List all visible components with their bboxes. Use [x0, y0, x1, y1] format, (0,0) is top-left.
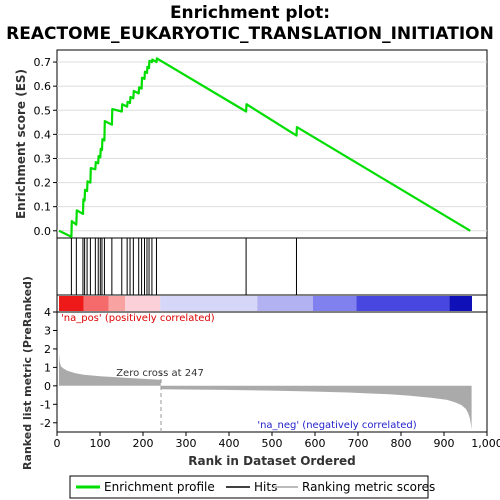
x-tick-label: 700 [348, 437, 369, 450]
x-tick-label: 200 [133, 437, 154, 450]
x-tick-label: 400 [219, 437, 240, 450]
enrichment-panel-frame [56, 49, 488, 239]
chart-title-line1: Enrichment plot: [170, 3, 330, 23]
metric-y-tick-label: 0 [44, 380, 51, 393]
x-axis-label: Rank in Dataset Ordered [188, 454, 355, 468]
x-ticks: 0 100 200 300 400 500 600 700 800 900 1,000 [54, 432, 500, 450]
x-tick-label: 600 [305, 437, 326, 450]
hit-lines [70, 238, 297, 295]
x-tick-label: 800 [391, 437, 412, 450]
heatbar-segment [160, 296, 258, 311]
enrichment-y-tick-label: 0.1 [34, 201, 52, 214]
metric-y-ticks: 4 3 2 1 0 -1 -2 [40, 306, 57, 430]
enrichment-y-tick-label: 0.6 [34, 80, 52, 93]
metric-y-tick-label: -2 [40, 417, 51, 430]
x-tick-label: 500 [262, 437, 283, 450]
heatbar-segment [356, 296, 450, 311]
negative-correlation-label: 'na_neg' (negatively correlated) [257, 420, 416, 431]
heatbar-segment [125, 296, 161, 311]
heatbar-segment [83, 296, 109, 311]
enrichment-y-tick-label: 0.4 [34, 128, 52, 141]
positive-correlation-label: 'na_pos' (positively correlated) [61, 313, 215, 324]
heatbar-segment [449, 296, 472, 311]
enrichment-y-tick-label: 0.2 [34, 177, 52, 190]
heatbar-segment [108, 296, 126, 311]
enrichment-y-axis-label: Enrichment score (ES) [14, 69, 28, 219]
x-tick-label: 300 [176, 437, 197, 450]
x-tick-label: 1,000 [471, 437, 500, 450]
enrichment-y-tick-label: 0.7 [34, 56, 52, 69]
metric-y-tick-label: 3 [44, 324, 51, 337]
enrichment-y-tick-label: 0.5 [34, 104, 52, 117]
metric-y-tick-label: 1 [44, 361, 51, 374]
legend-label-profile: Enrichment profile [104, 480, 215, 494]
enrichment-y-tick-label: 0.0 [34, 225, 52, 238]
chart-title-line2: REACTOME_EUKARYOTIC_TRANSLATION_INITIATI… [6, 24, 494, 44]
heatbar-segment [257, 296, 313, 311]
enrichment-profile-line [58, 57, 471, 238]
enrichment-gridlines [57, 61, 487, 232]
metric-y-tick-label: 2 [44, 343, 51, 356]
rank-heatbar [59, 296, 472, 311]
enrichment-y-ticks: 0.0 0.1 0.2 0.3 0.4 0.5 0.6 0.7 [34, 56, 57, 238]
x-tick-label: 100 [90, 437, 111, 450]
x-tick-label: 900 [434, 437, 455, 450]
heatbar-segment [59, 296, 84, 311]
zero-cross-label: Zero cross at 247 [116, 368, 204, 379]
ranking-metric-area [59, 353, 472, 430]
x-tick-label: 0 [54, 437, 61, 450]
ranked-metric-area [59, 353, 472, 432]
legend-label-metric: Ranking metric scores [302, 480, 435, 494]
enrichment-y-tick-label: 0.3 [34, 152, 52, 165]
metric-y-tick-label: -1 [40, 398, 51, 411]
heatbar-segment [312, 296, 357, 311]
metric-y-axis-label: Ranked list metric (PreRanked) [21, 276, 34, 470]
metric-y-tick-label: 4 [44, 306, 51, 319]
enrichment-profile-series [58, 57, 471, 238]
legend-label-hits: Hits [254, 480, 277, 494]
